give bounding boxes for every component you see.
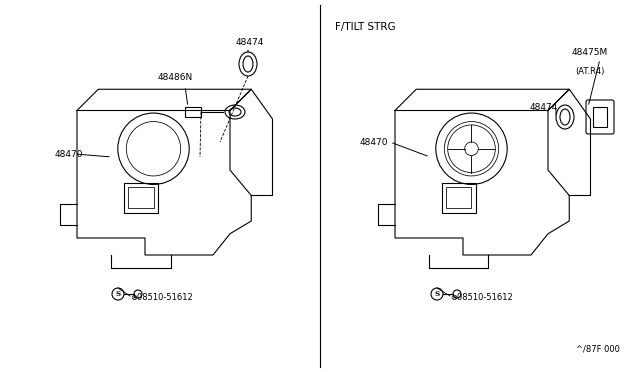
Text: 48474: 48474	[530, 103, 558, 112]
Bar	[593, 107, 607, 127]
Text: 48475M: 48475M	[572, 48, 608, 57]
Bar	[185, 107, 201, 117]
Text: ^/87F 000: ^/87F 000	[576, 345, 620, 354]
Text: 48474: 48474	[236, 38, 264, 47]
Text: ⊗08510-51612: ⊗08510-51612	[450, 292, 513, 301]
Bar	[446, 187, 472, 208]
Text: 48486N: 48486N	[157, 73, 193, 82]
Text: (AT.R4): (AT.R4)	[575, 67, 605, 76]
Text: F/TILT STRG: F/TILT STRG	[335, 22, 396, 32]
Bar	[124, 183, 157, 212]
Text: 48470: 48470	[360, 138, 388, 147]
Text: S: S	[435, 290, 440, 298]
Text: 48470: 48470	[55, 150, 83, 158]
Bar	[128, 187, 154, 208]
Text: ⊗08510-51612: ⊗08510-51612	[130, 292, 193, 301]
Bar	[442, 183, 476, 212]
Text: S: S	[115, 290, 120, 298]
